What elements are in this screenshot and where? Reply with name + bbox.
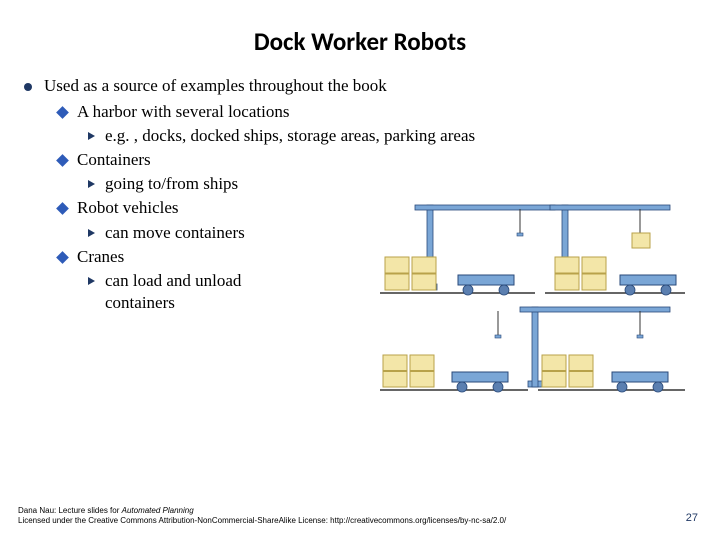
dock-illustration <box>380 195 690 415</box>
lvl3-text: going to/from ships <box>105 173 238 195</box>
bullet-lvl3: going to/from ships <box>88 173 696 195</box>
diamond-icon <box>56 203 69 216</box>
lvl2-text: Containers <box>77 149 151 171</box>
bullet-lvl3: e.g. , docks, docked ships, storage area… <box>88 125 696 147</box>
dot-icon <box>24 83 32 91</box>
triangle-icon <box>88 277 95 285</box>
footer-line1: Dana Nau: Lecture slides for Automated P… <box>18 506 506 516</box>
lvl3-text: can move containers <box>105 222 245 244</box>
footer: Dana Nau: Lecture slides for Automated P… <box>18 506 506 526</box>
footer-italic: Automated Planning <box>122 506 194 515</box>
footer-line2: Licensed under the Creative Commons Attr… <box>18 516 506 526</box>
footer-prefix: Dana Nau: Lecture slides for <box>18 506 122 515</box>
lvl2-text: Cranes <box>77 246 124 268</box>
slide: Dock Worker Robots Used as a source of e… <box>0 0 720 540</box>
bullet-lvl2: Containers <box>58 149 696 171</box>
page-number: 27 <box>686 512 698 524</box>
bullet-lvl1: Used as a source of examples throughout … <box>24 75 696 97</box>
lvl2-text: Robot vehicles <box>77 197 179 219</box>
slide-title: Dock Worker Robots <box>24 26 696 57</box>
lvl1-text: Used as a source of examples throughout … <box>44 75 387 97</box>
lvl3-text: can load and unload containers <box>105 270 285 314</box>
lvl2-text: A harbor with several locations <box>77 101 289 123</box>
triangle-icon <box>88 132 95 140</box>
diamond-icon <box>56 106 69 119</box>
lvl3-text: e.g. , docks, docked ships, storage area… <box>105 125 475 147</box>
bullet-lvl2: A harbor with several locations <box>58 101 696 123</box>
diamond-icon <box>56 154 69 167</box>
triangle-icon <box>88 229 95 237</box>
triangle-icon <box>88 180 95 188</box>
diamond-icon <box>56 251 69 264</box>
